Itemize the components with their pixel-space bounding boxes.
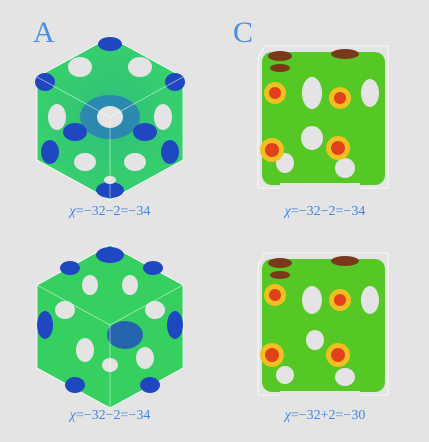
caption-chi-symbol: χ bbox=[284, 204, 291, 219]
panel-label-a: A bbox=[33, 16, 55, 49]
caption-bottom-right: χ=−32+2=−30 bbox=[245, 408, 405, 424]
caption-chi-symbol: χ bbox=[69, 408, 76, 423]
caption-formula: =−32−2=−34 bbox=[75, 408, 151, 423]
caption-top-right: χ=−32−2=−34 bbox=[245, 204, 405, 220]
caption-chi-symbol: χ bbox=[69, 204, 76, 219]
surface-top-left bbox=[35, 36, 185, 201]
caption-formula: =−32+2=−30 bbox=[290, 408, 366, 423]
caption-bottom-left: χ=−32−2=−34 bbox=[30, 408, 190, 424]
surface-bottom-right bbox=[257, 252, 389, 400]
caption-top-left: χ=−32−2=−34 bbox=[30, 204, 190, 220]
caption-chi-symbol: χ bbox=[284, 408, 291, 423]
caption-formula: =−32−2=−34 bbox=[290, 204, 366, 219]
caption-formula: =−32−2=−34 bbox=[75, 204, 151, 219]
surface-bottom-left bbox=[36, 244, 184, 409]
panel-label-c: C bbox=[233, 16, 254, 49]
surface-top-right bbox=[257, 45, 389, 193]
